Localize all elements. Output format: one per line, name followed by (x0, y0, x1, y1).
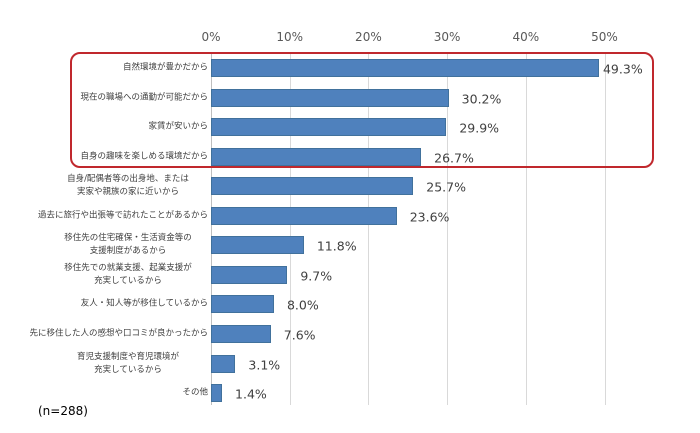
x-tick-label: 0% (201, 30, 221, 44)
bar (211, 354, 236, 373)
x-tick-label: 20% (355, 30, 382, 44)
highlight-box (70, 52, 654, 168)
x-tick-label: 30% (433, 30, 461, 44)
bar (211, 88, 449, 107)
bar (211, 295, 274, 314)
category-label: 育児支援制度や育児環境が 充実しているから (76, 351, 179, 375)
category-label: 現在の職場への通勤が可能だから (80, 92, 208, 103)
value-label: 1.4% (235, 386, 267, 402)
category-label: その他 (182, 387, 208, 398)
value-label: 11.8% (316, 238, 357, 254)
gridline (605, 52, 606, 405)
bar (211, 206, 397, 225)
bar (211, 384, 223, 403)
bar (211, 265, 288, 284)
value-label: 23.6% (409, 209, 450, 225)
value-label: 49.3% (602, 61, 643, 77)
gridline (290, 52, 291, 405)
category-label: 自身の趣味を楽しめる環境だから (80, 151, 208, 162)
bar (211, 177, 414, 196)
category-label: 友人・知人等が移住しているから (80, 298, 208, 309)
value-label: 29.9% (459, 120, 500, 136)
bar (211, 118, 447, 137)
value-label: 9.7% (300, 268, 333, 284)
category-label: 家賃が安いから (148, 121, 208, 132)
category-label: 過去に旅行や出張等で訪れたことがあるから (37, 210, 208, 221)
value-label: 3.1% (248, 357, 281, 372)
category-label: 移住先での就業支援、起業支援が 充実しているから (64, 262, 192, 286)
y-axis-line (211, 52, 212, 405)
bar (211, 324, 271, 343)
value-label: 7.6% (283, 327, 316, 343)
gridline (368, 52, 369, 405)
value-label: 26.7% (434, 150, 474, 166)
x-tick-label: 40% (512, 30, 540, 44)
category-label: 先に移住した人の感想や口コミが良かったから (29, 328, 208, 339)
x-tick-label: 50% (591, 30, 618, 44)
x-tick-label: 10% (276, 30, 304, 44)
bar (211, 236, 304, 255)
value-label: 8.0% (286, 297, 319, 313)
gridline (447, 52, 448, 405)
bar (211, 59, 599, 77)
sample-size-note: (n=288) (38, 404, 88, 418)
category-label: 移住先の住宅確保・生活資金等の 支援制度があるから (64, 233, 192, 257)
gridline (526, 52, 527, 405)
category-label: 自然環境が豊かだから (122, 62, 208, 73)
value-label: 25.7% (426, 179, 466, 195)
value-label: 30.2% (461, 91, 502, 107)
bar (211, 147, 422, 166)
category-label: 自身/配偶者等の出身地、または 実家や親族の家に近いから (67, 174, 189, 198)
